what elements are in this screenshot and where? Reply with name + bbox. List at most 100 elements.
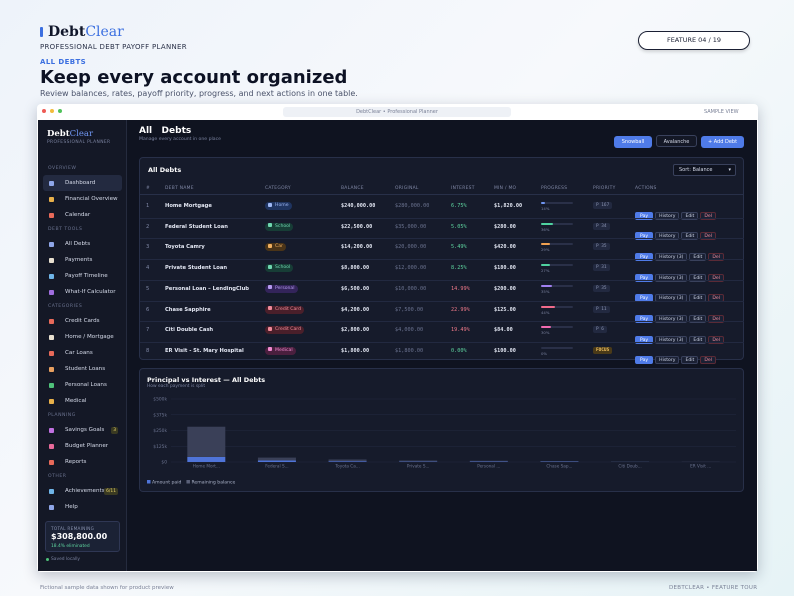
- priority: P 35: [593, 243, 610, 251]
- row-number: 4: [146, 265, 150, 272]
- action-button[interactable]: Edit: [689, 335, 707, 344]
- action-button[interactable]: Edit: [689, 294, 707, 303]
- nav-label: Budget Planner: [65, 443, 109, 449]
- action-button[interactable]: Pay: [635, 232, 654, 241]
- row-number: 5: [146, 285, 150, 292]
- row-divider: [140, 300, 744, 301]
- action-button[interactable]: Pay: [635, 294, 654, 303]
- nav-item[interactable]: Personal Loans: [43, 377, 122, 393]
- nav-label: Reports: [65, 459, 87, 465]
- action-button[interactable]: History (3): [655, 294, 688, 303]
- action-button[interactable]: Pay: [635, 315, 654, 323]
- action-button[interactable]: Del: [700, 356, 716, 365]
- nav-item[interactable]: Achievements 6/11: [43, 483, 122, 499]
- sort-select[interactable]: Sort: Balance ▾: [673, 164, 736, 176]
- action-button[interactable]: History: [655, 211, 680, 220]
- min-payment: $280.00: [494, 223, 516, 230]
- action-button[interactable]: Pay: [635, 335, 654, 344]
- total-label: TOTAL REMAINING: [51, 526, 95, 531]
- nav-item[interactable]: Medical: [43, 393, 122, 409]
- action-button[interactable]: Pay: [635, 252, 654, 261]
- progress-label: 0%: [541, 350, 548, 356]
- action-button[interactable]: History: [655, 356, 680, 365]
- nav-item[interactable]: Payoff Timeline: [43, 268, 122, 284]
- category-badge: Home: [265, 202, 292, 210]
- action-button[interactable]: Del: [708, 315, 724, 323]
- action-button[interactable]: Del: [708, 252, 724, 261]
- nav-item[interactable]: Financial Overview: [43, 191, 122, 207]
- actions: Pay History (3) Edit Del: [635, 305, 726, 324]
- nav-item[interactable]: Dashboard: [43, 175, 122, 191]
- progress-label: 44%: [541, 309, 550, 315]
- column-header: PROGRESS: [541, 186, 568, 191]
- sidebar-brand-prefix: Debt: [47, 129, 70, 139]
- row-divider: [140, 341, 744, 343]
- row-divider: [140, 217, 744, 219]
- nav-item[interactable]: Home / Mortgage: [43, 329, 122, 345]
- browser-window: DebtClear • Professional Planner SAMPLE …: [37, 104, 758, 572]
- debt-name: Toyota Camry: [165, 244, 205, 251]
- chart-title: Principal vs Interest — All Debts: [147, 376, 266, 384]
- column-header: DEBT NAME: [165, 186, 194, 191]
- priority: P 6: [593, 326, 607, 334]
- progress-bar: [541, 222, 553, 225]
- action-button[interactable]: Edit: [681, 211, 699, 220]
- nav-item[interactable]: Car Loans: [43, 345, 122, 361]
- chart: $0 $125k $250k $375k $500k Home Mort... Federa…: [147, 397, 736, 486]
- progress-bar: [541, 305, 556, 308]
- action-button[interactable]: Edit: [689, 273, 707, 282]
- action-button[interactable]: Del: [708, 294, 724, 303]
- action-button[interactable]: Pay: [635, 356, 654, 365]
- action-button[interactable]: Del: [708, 335, 724, 344]
- nav-item[interactable]: Savings Goals 3: [43, 422, 122, 438]
- nav-icon: [49, 366, 54, 372]
- toolbar-button[interactable]: Snowball: [614, 136, 652, 148]
- action-button[interactable]: Del: [700, 232, 716, 241]
- category-icon: [268, 285, 272, 290]
- action-button[interactable]: Edit: [681, 356, 699, 365]
- column-header: CATEGORY: [265, 186, 291, 191]
- nav-icon: [49, 459, 54, 465]
- action-button[interactable]: History (3): [655, 315, 688, 323]
- action-button[interactable]: History (3): [655, 273, 688, 282]
- action-button[interactable]: Pay: [635, 211, 654, 220]
- bar-segment: [469, 460, 508, 462]
- nav-item[interactable]: What-If Calculator: [43, 284, 122, 300]
- nav-item[interactable]: All Debts: [43, 236, 122, 252]
- nav-icon: [49, 273, 54, 279]
- nav-label: Credit Cards: [65, 318, 100, 324]
- progress-bar: [541, 243, 551, 246]
- headline: Keep every account organized: [40, 67, 348, 88]
- action-button[interactable]: Edit: [689, 315, 707, 323]
- nav-icon: [49, 241, 54, 247]
- sidebar: DebtClear PROFESSIONAL PLANNER OVERVIEW D…: [38, 120, 127, 571]
- nav-item[interactable]: Calendar: [43, 207, 122, 223]
- action-button[interactable]: History (3): [655, 252, 688, 261]
- nav-item[interactable]: Budget Planner: [43, 438, 122, 454]
- nav-item[interactable]: Credit Cards: [43, 313, 122, 329]
- progress-track: [541, 243, 573, 246]
- nav-icon: [49, 196, 54, 202]
- progress-label: 35%: [541, 288, 550, 294]
- action-button[interactable]: Del: [700, 211, 716, 220]
- nav-item[interactable]: Reports: [43, 454, 122, 470]
- nav-item[interactable]: Help: [43, 499, 122, 515]
- action-button[interactable]: Edit: [681, 232, 699, 241]
- nav-item[interactable]: Student Loans: [43, 361, 122, 377]
- category-label: Credit Card: [275, 327, 302, 333]
- main-title-a: All: [139, 126, 153, 136]
- action-button[interactable]: Pay: [635, 273, 654, 282]
- action-button[interactable]: Del: [708, 273, 724, 282]
- nav-icon: [49, 398, 54, 404]
- action-button[interactable]: History (3): [655, 335, 688, 344]
- nav-item[interactable]: Payments: [43, 252, 122, 268]
- toolbar-button[interactable]: + Add Debt: [701, 136, 744, 148]
- category-icon: [268, 347, 272, 352]
- action-button[interactable]: History: [655, 232, 680, 241]
- table-head-line: [140, 194, 744, 195]
- progress-track: [541, 264, 573, 267]
- toolbar-button[interactable]: Avalanche: [656, 135, 697, 147]
- x-tick-label: Federal S...: [265, 464, 288, 469]
- bar-segment: [257, 460, 296, 462]
- action-button[interactable]: Edit: [689, 252, 707, 261]
